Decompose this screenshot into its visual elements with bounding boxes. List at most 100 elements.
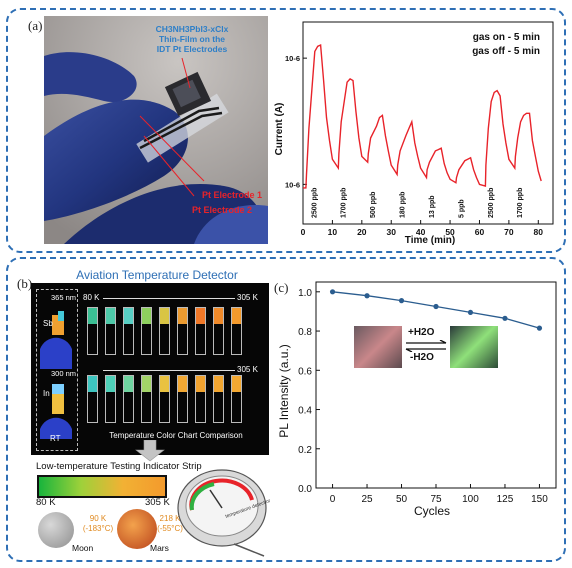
color-tube-fill (214, 376, 223, 392)
color-tube-fill (124, 376, 133, 392)
current-x-tick-label: 0 (301, 227, 306, 237)
concentration-label: 5 ppb (458, 199, 465, 218)
color-tube (141, 375, 152, 423)
panel-a-label: (a) (28, 18, 43, 33)
row1-left-label: 80 K (83, 293, 100, 302)
rt-label: RT (50, 434, 61, 443)
row1-right-label: 305 K (237, 293, 258, 302)
color-tube (213, 307, 224, 355)
current-series-line (303, 43, 542, 189)
pl-x-tick-label: 75 (430, 494, 442, 505)
color-tube (159, 307, 170, 355)
color-tube (105, 375, 116, 423)
pl-y-tick-label: 0.4 (298, 406, 312, 417)
current-x-tick-label: 10 (328, 227, 338, 237)
color-tube-fill (88, 308, 97, 324)
current-x-tick-label: 30 (387, 227, 397, 237)
color-tube-fill (160, 308, 169, 324)
pl-y-tick-label: 0.2 (298, 445, 312, 456)
panel-b-label: (b) (17, 276, 33, 291)
color-tube-fill (232, 308, 241, 324)
pl-data-point (364, 293, 370, 299)
color-tube-fill (196, 376, 205, 392)
panel-c-label: (c) (274, 280, 289, 295)
pl-data-point (467, 309, 474, 316)
current-x-label: Time (min) (405, 235, 455, 246)
uv-top-label: 365 nm (51, 293, 77, 302)
pl-x-label: Cycles (414, 504, 450, 518)
color-tube (195, 307, 206, 355)
color-tube (123, 307, 134, 355)
current-x-tick-label: 40 (416, 227, 426, 237)
pl-data-point (433, 303, 439, 310)
color-tube (231, 375, 242, 423)
color-tube-fill (178, 376, 187, 392)
row1-arrow (103, 298, 235, 299)
moon-temp: 90 K (89, 514, 107, 523)
mars-label: Mars (150, 543, 169, 553)
strip-right-label: 305 K (145, 497, 170, 508)
strip-title: Low-temperature Testing Indicator Strip (36, 461, 202, 472)
concentration-label: 2500 ppb (488, 188, 495, 218)
pl-series-line (332, 291, 540, 329)
pl-y-tick-label: 0.6 (298, 366, 312, 377)
color-tube-fill (232, 376, 241, 392)
color-tube-fill (88, 376, 97, 392)
pl-x-tick-label: 125 (497, 494, 514, 505)
color-tube (87, 375, 98, 423)
film-label-line-2: Thin-Film on the (158, 34, 226, 44)
color-tube (87, 307, 98, 355)
detector-title: Aviation Temperature Detector (76, 268, 238, 282)
pl-data-point (398, 298, 405, 304)
legend-line-2: gas off - 5 min (472, 46, 540, 57)
color-tube (123, 375, 134, 423)
current-y-label: Current (A) (274, 103, 285, 156)
pl-y-tick-label: 1.0 (298, 288, 312, 299)
down-arrow-icon (135, 440, 165, 462)
metal-bottom-label: In (43, 389, 50, 398)
current-y-tick-label: 10-6 (285, 54, 300, 63)
uv-bottom-label: 300 nm (51, 369, 77, 378)
mars-temp: 218 K (159, 514, 181, 523)
moon-icon (38, 512, 74, 548)
color-tube-fill (178, 308, 187, 324)
film-label-line-1: CH3NH3PbI3-xClx (155, 24, 229, 34)
row2-arrow (103, 370, 235, 371)
film-label-line-3: IDT Pt Electrodes (156, 44, 228, 54)
moon-temp-c: (-183°C) (82, 524, 114, 533)
pl-x-tick-label: 100 (462, 494, 479, 505)
pl-y-tick-label: 0.0 (298, 484, 312, 495)
pl-x-tick-label: 25 (361, 494, 373, 505)
electrode1-label: Pt Electrode 1 (202, 190, 263, 200)
pl-data-point (329, 289, 336, 295)
color-tube (195, 375, 206, 423)
color-tube-fill (142, 308, 151, 324)
plus-h2o-label: +H2O (408, 327, 435, 338)
reversible-arrow-icon (405, 340, 447, 352)
temperature-dial: temperature detection (177, 469, 270, 557)
color-tube-fill (160, 376, 169, 392)
current-chart: gas on - 5 min gas off - 5 min Current (… (274, 21, 554, 246)
current-x-tick-label: 20 (357, 227, 367, 237)
color-tube (231, 307, 242, 355)
panel-b-c-frame (6, 257, 566, 562)
concentration-label: 1700 ppb (341, 188, 348, 218)
pl-plot-frame (315, 281, 557, 489)
mars-icon (117, 509, 157, 549)
current-x-tick-label: 70 (504, 227, 514, 237)
color-tube (159, 375, 170, 423)
current-plot-frame (302, 21, 554, 225)
pl-data-point (536, 325, 543, 331)
pl-data-point (502, 315, 508, 321)
color-tube (141, 307, 152, 355)
legend-line-1: gas on - 5 min (473, 32, 540, 43)
wet-film-photo (354, 326, 402, 368)
color-tube-fill (124, 308, 133, 324)
color-tube-fill (142, 376, 151, 392)
concentration-label: 500 ppb (370, 192, 377, 218)
film-label: CH3NH3PbI3-xClx Thin-Film on the IDT Pt … (132, 24, 252, 54)
concentration-label: 1700 ppb (517, 188, 524, 218)
pl-intensity-chart: PL Intensity (a.u.) Cycles 0 25 50 75 100 125… (277, 281, 557, 518)
current-x-tick-label: 50 (445, 227, 455, 237)
current-y-tick-label: 10-6 (285, 180, 300, 189)
